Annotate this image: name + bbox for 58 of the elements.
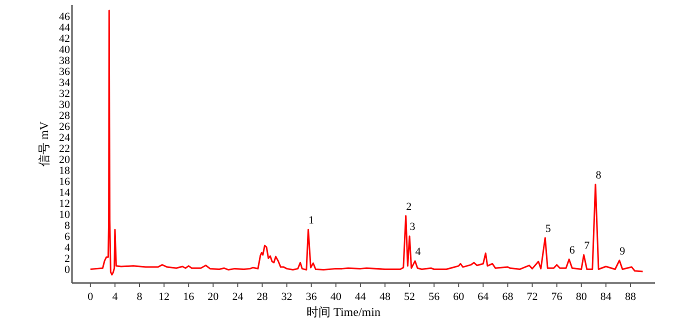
annotation: 3 xyxy=(410,221,416,234)
x-tick-label: 40 xyxy=(330,291,342,303)
x-tick-label: 56 xyxy=(428,291,440,303)
annotation: 6 xyxy=(569,244,576,256)
annotation: 1 xyxy=(308,214,314,227)
x-tick-label: 44 xyxy=(354,291,366,303)
y-tick-label: 12 xyxy=(59,198,70,210)
annotation: 2 xyxy=(406,200,412,213)
y-tick-label: 42 xyxy=(59,33,70,46)
x-axis-title: 时间 Time/min xyxy=(306,305,380,319)
x-tick-label: 0 xyxy=(88,291,94,303)
x-tick-label: 72 xyxy=(526,291,538,303)
y-tick-label: 46 xyxy=(59,11,70,24)
y-tick-label: 4 xyxy=(64,242,70,254)
y-tick-label: 30 xyxy=(59,99,70,112)
y-tick-label: 8 xyxy=(64,220,70,232)
x-tick-label: 12 xyxy=(158,291,170,303)
x-tick-label: 60 xyxy=(453,291,465,303)
annotation: 7 xyxy=(584,240,590,252)
y-tick-label: 32 xyxy=(59,88,70,100)
x-tick-label: 20 xyxy=(208,291,220,303)
y-tick-label: 14 xyxy=(59,187,70,200)
annotation: 4 xyxy=(415,246,422,258)
x-tick-label: 4 xyxy=(112,291,118,303)
y-tick-label: 40 xyxy=(59,44,70,56)
annotation: 9 xyxy=(620,245,626,258)
x-tick-label: 88 xyxy=(624,291,636,303)
y-tick-label: 26 xyxy=(59,121,70,134)
y-tick-label: 16 xyxy=(59,176,70,188)
x-tick-label: 28 xyxy=(256,291,268,303)
y-tick-label: 22 xyxy=(59,143,70,156)
y-tick-label: 10 xyxy=(59,209,70,222)
x-tick-label: 52 xyxy=(404,291,416,303)
x-tick-label: 16 xyxy=(183,291,195,303)
x-tick-label: 24 xyxy=(232,291,244,303)
annotation: 8 xyxy=(596,169,602,182)
x-tick-label: 32 xyxy=(281,291,292,303)
x-tick-label: 84 xyxy=(600,291,612,303)
y-tick-label: 18 xyxy=(59,165,70,178)
x-tick-label: 36 xyxy=(306,291,318,303)
y-tick-label: 6 xyxy=(64,231,70,244)
y-tick-label: 28 xyxy=(59,110,70,122)
y-axis-title: 信号 mV xyxy=(37,121,51,166)
y-tick-label: 44 xyxy=(59,22,70,34)
y-tick-label: 20 xyxy=(59,154,70,166)
x-tick-label: 64 xyxy=(478,291,490,303)
y-tick-label: 2 xyxy=(64,253,70,266)
y-tick-label: 34 xyxy=(59,77,70,90)
y-tick-label: 36 xyxy=(59,66,70,78)
x-tick-label: 48 xyxy=(379,291,391,303)
x-tick-label: 76 xyxy=(551,291,563,303)
y-tick-label: 24 xyxy=(59,132,70,144)
y-tick-label: 0 xyxy=(64,264,70,276)
y-tick-label: 38 xyxy=(59,55,70,68)
x-tick-label: 8 xyxy=(136,291,143,303)
annotation: 5 xyxy=(545,222,552,235)
x-tick-label: 68 xyxy=(502,291,514,303)
x-tick-label: 80 xyxy=(576,291,588,303)
